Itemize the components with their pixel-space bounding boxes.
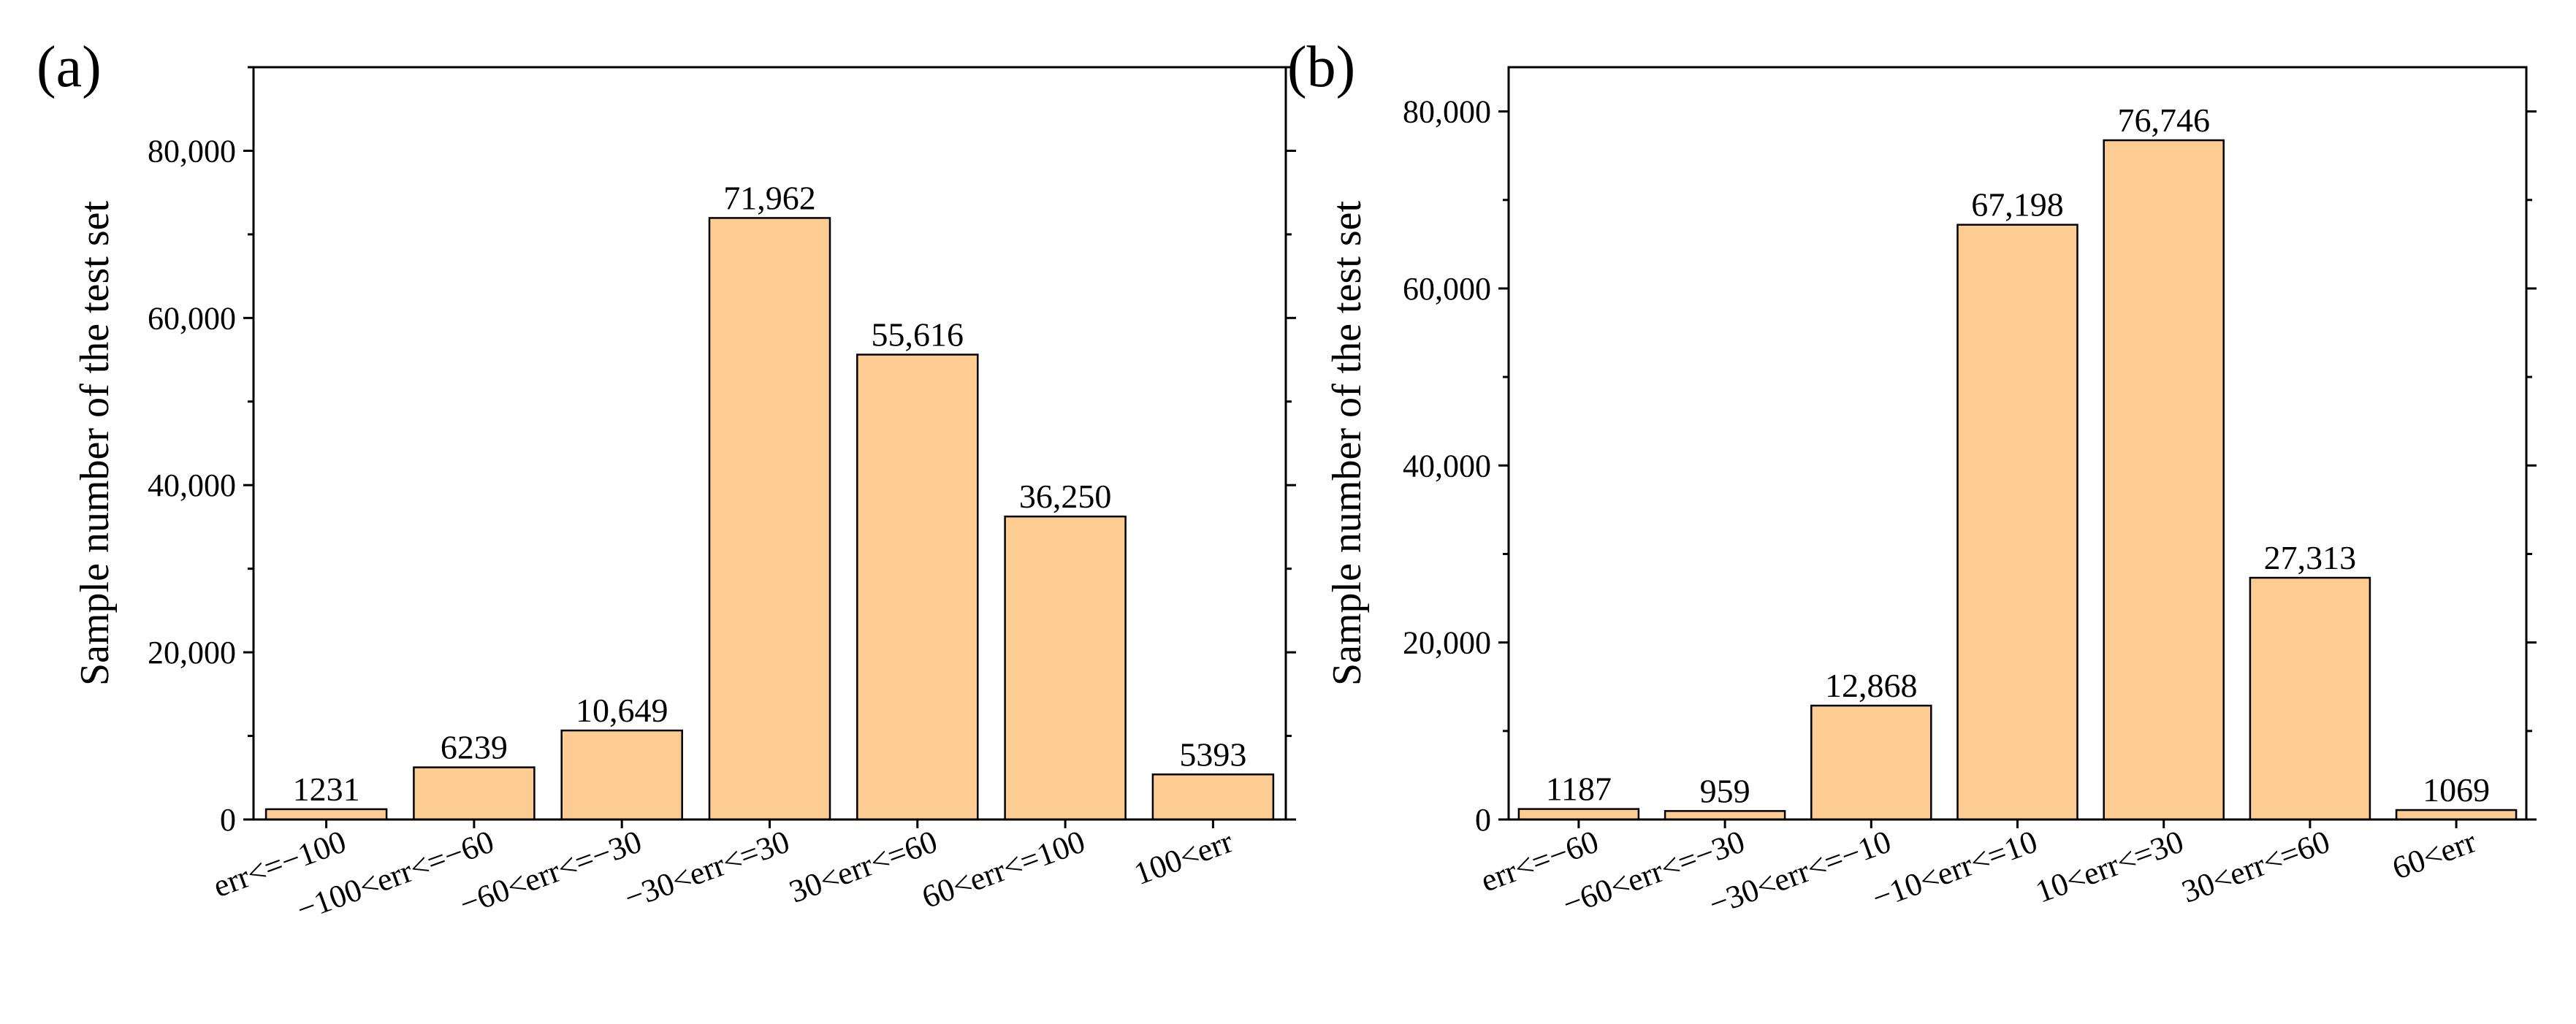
data-label: 5393 [1179,735,1246,773]
data-label: 27,313 [2264,539,2357,576]
bar [856,354,979,821]
bar [264,808,388,821]
category-label: 30<err<=60 [2177,823,2334,909]
data-label: 67,198 [1971,186,2064,223]
y-tick-label: 80,000 [1403,94,1491,130]
category-label: 60<err [2388,823,2481,886]
data-label: 71,962 [723,179,816,216]
bar [1956,223,2078,821]
bar [1517,808,1640,821]
bar [1151,773,1275,821]
data-label: 1069 [2423,771,2490,809]
bar [2103,139,2225,821]
y-axis-label: Sample number of the test set [72,201,118,687]
bar [413,766,536,821]
y-axis-label: Sample number of the test set [1325,201,1370,687]
category-label: −30<err<=30 [620,823,794,916]
data-label: 76,746 [2117,102,2210,139]
bar [2395,809,2518,821]
data-label: 12,868 [1825,667,1918,704]
category-label: −10<err<=10 [1867,823,2042,916]
category-label: 30<err<=60 [785,823,942,909]
data-label: 6239 [441,729,508,766]
bar [2249,576,2371,821]
y-tick-label: 40,000 [1403,448,1491,484]
chart-panel-b: (b)Sample number of the test set1187err<… [1287,35,2537,922]
bar [560,729,683,821]
category-label: 100<err [1129,823,1238,892]
data-label: 959 [1700,772,1750,809]
category-label: 10<err<=30 [2031,823,2188,909]
category-label: 60<err<=100 [918,823,1090,915]
y-tick-label: 60,000 [148,300,236,336]
bar [1810,704,1932,821]
y-tick-label: 0 [1475,802,1491,838]
bar [1004,515,1127,821]
data-label: 1187 [1546,771,1612,808]
data-label: 1231 [293,771,360,808]
bar [1664,810,1786,821]
panel-label: (a) [37,35,102,99]
y-tick-label: 60,000 [1403,271,1491,307]
y-tick-label: 40,000 [148,467,236,503]
y-tick-label: 20,000 [148,635,236,670]
bar [708,217,831,821]
panel-label: (b) [1287,35,1355,99]
data-label: 55,616 [872,316,964,354]
y-tick-label: 20,000 [1403,625,1491,661]
data-label: 36,250 [1019,478,1112,515]
y-tick-label: 80,000 [148,133,236,169]
plot-frame [1507,66,2528,821]
chart-panel-a: (a)Sample number of the test set1231err<… [37,35,1296,928]
y-tick-label: 0 [220,802,236,838]
data-label: 10,649 [576,692,668,729]
plot-frame [252,66,1287,821]
